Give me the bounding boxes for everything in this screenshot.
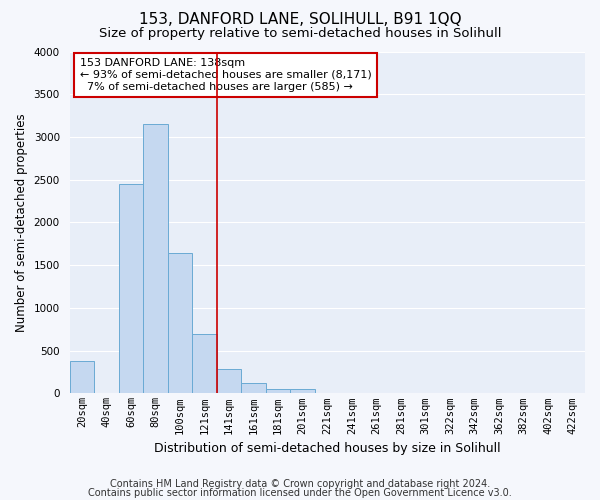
Text: 153 DANFORD LANE: 138sqm
← 93% of semi-detached houses are smaller (8,171)
  7% : 153 DANFORD LANE: 138sqm ← 93% of semi-d… <box>80 58 371 92</box>
Bar <box>266 388 290 394</box>
Y-axis label: Number of semi-detached properties: Number of semi-detached properties <box>15 113 28 332</box>
Bar <box>217 368 241 394</box>
X-axis label: Distribution of semi-detached houses by size in Solihull: Distribution of semi-detached houses by … <box>154 442 500 455</box>
Text: Size of property relative to semi-detached houses in Solihull: Size of property relative to semi-detach… <box>99 28 501 40</box>
Bar <box>143 124 168 394</box>
Bar <box>290 389 315 394</box>
Bar <box>241 383 266 394</box>
Bar <box>119 184 143 394</box>
Bar <box>70 362 94 394</box>
Bar <box>192 334 217 394</box>
Bar <box>168 253 192 394</box>
Text: 153, DANFORD LANE, SOLIHULL, B91 1QQ: 153, DANFORD LANE, SOLIHULL, B91 1QQ <box>139 12 461 28</box>
Text: Contains HM Land Registry data © Crown copyright and database right 2024.: Contains HM Land Registry data © Crown c… <box>110 479 490 489</box>
Text: Contains public sector information licensed under the Open Government Licence v3: Contains public sector information licen… <box>88 488 512 498</box>
